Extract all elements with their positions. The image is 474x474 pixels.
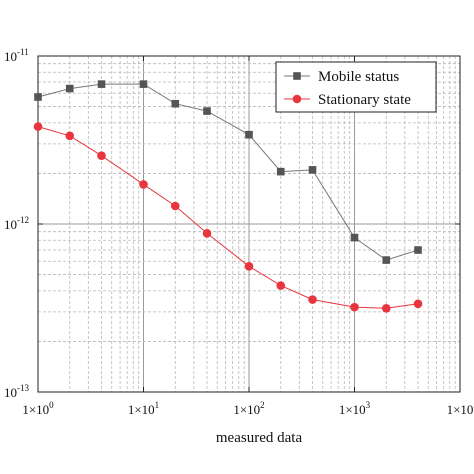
x-tick-label: 1×10 bbox=[447, 402, 474, 417]
x-axis-label: measured data bbox=[216, 430, 303, 446]
data-point-square bbox=[171, 99, 180, 108]
x-tick-label: 1×101 bbox=[128, 400, 159, 417]
data-point-square bbox=[203, 107, 211, 115]
data-point-square bbox=[97, 80, 106, 88]
legend-label: Stationary state bbox=[318, 92, 411, 108]
data-point-circle bbox=[139, 180, 148, 189]
data-point-circle bbox=[350, 302, 359, 312]
data-point-square bbox=[34, 93, 42, 101]
series-1 bbox=[34, 80, 422, 264]
data-point-circle bbox=[33, 122, 43, 131]
data-point-circle bbox=[97, 151, 106, 161]
series-line bbox=[37, 126, 419, 309]
data-point-square bbox=[382, 256, 391, 264]
legend-item: Mobile status bbox=[284, 69, 399, 85]
data-point-square bbox=[139, 80, 148, 88]
y-tick-label: 10-13 bbox=[4, 383, 29, 400]
data-point-circle bbox=[65, 131, 75, 141]
x-tick-labels: 1×100 1×101 1×102 1×103 1×10 bbox=[22, 400, 473, 417]
data-point-square bbox=[414, 246, 422, 254]
x-tick-label: 1×103 bbox=[339, 400, 371, 417]
legend: Mobile status Stationary state bbox=[275, 61, 437, 113]
tick-marks bbox=[37, 55, 461, 393]
data-point-circle bbox=[276, 281, 286, 290]
legend-box bbox=[275, 61, 437, 113]
y-tick-labels: 10-11 10-12 10-13 bbox=[4, 47, 29, 400]
data-point-circle bbox=[413, 299, 423, 309]
data-point-square bbox=[276, 167, 285, 176]
y-tick-label: 10-11 bbox=[4, 47, 29, 64]
data-point-circle bbox=[244, 262, 254, 271]
legend-item: Stationary state bbox=[284, 92, 411, 108]
data-point-circle bbox=[381, 303, 391, 313]
data-point-circle bbox=[202, 229, 212, 238]
data-point-circle bbox=[170, 201, 180, 211]
data-point-circle bbox=[308, 295, 317, 304]
data-point-square bbox=[308, 166, 317, 174]
legend-label: Mobile status bbox=[318, 69, 399, 85]
series-layer bbox=[33, 80, 423, 313]
data-point-square bbox=[245, 130, 253, 139]
series-2 bbox=[33, 122, 423, 313]
data-point-square bbox=[350, 233, 359, 242]
legend-marker-circle bbox=[292, 94, 302, 104]
grid-lines bbox=[37, 56, 460, 393]
series-line bbox=[37, 83, 419, 261]
x-tick-label: 1×100 bbox=[22, 400, 54, 417]
legend-marker-square bbox=[293, 72, 301, 80]
data-point-square bbox=[65, 84, 74, 93]
y-tick-label: 10-12 bbox=[4, 215, 29, 232]
x-tick-label: 1×102 bbox=[233, 400, 264, 417]
